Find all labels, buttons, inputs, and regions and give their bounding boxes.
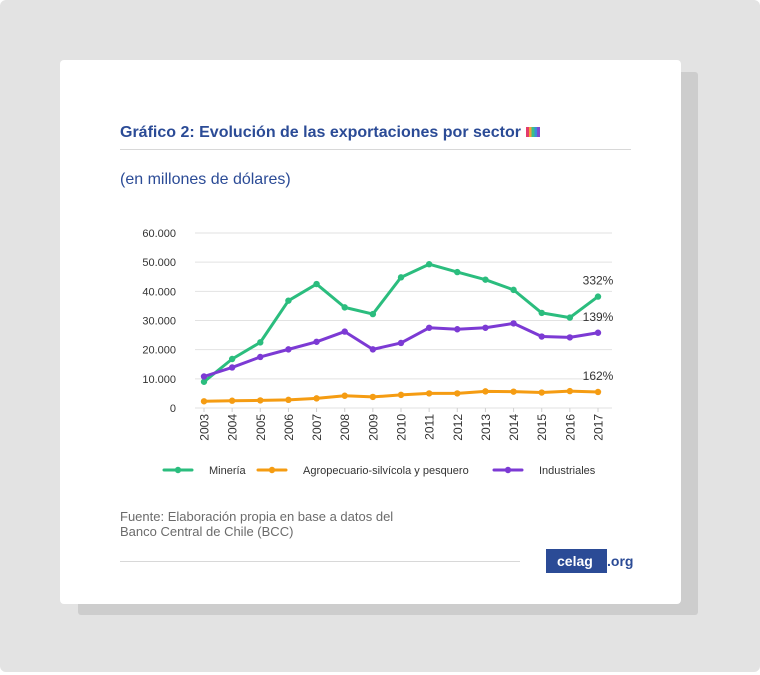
y-axis-ticks: 0 10.000 20.000 30.000 40.000 50.000 60.000 [142,228,176,415]
rainbow-flag-icon [526,126,541,137]
chart-series [200,261,602,405]
footer-divider [120,561,520,562]
data-point [313,395,320,402]
celag-logo: celag .org [546,549,633,573]
data-point [397,274,405,281]
data-point [594,388,602,396]
x-tick-label: 2009 [366,414,380,441]
data-point [538,309,545,317]
data-point [200,373,208,380]
x-tick-label: 2017 [592,414,606,441]
source-note: Fuente: Elaboración propia en base a dat… [120,509,460,539]
source-line-1: Fuente: Elaboración propia en base a dat… [120,509,394,524]
data-point [257,339,264,346]
data-point [425,324,433,331]
data-point [397,391,405,399]
legend-swatch-marker [174,466,182,474]
data-point [285,346,292,353]
x-tick-label: 2004 [226,414,240,441]
x-tick-label: 2010 [395,414,409,441]
data-point [594,293,602,300]
x-tick-label: 2016 [563,414,577,441]
data-point [257,397,264,404]
legend-label: Minería [209,465,247,477]
x-tick-label: 2007 [310,414,324,441]
series-end-label: 162% [583,369,614,383]
data-point [313,338,320,345]
data-point [510,388,517,395]
data-point [482,324,489,331]
y-tick-label: 20.000 [142,345,176,357]
data-point [566,334,574,341]
x-tick-label: 2008 [338,414,352,441]
brand-tld: .org [607,553,634,569]
x-tick-label: 2013 [479,414,493,441]
data-point [285,297,292,304]
y-tick-label: 60.000 [142,228,176,240]
legend-swatch-marker [504,466,512,474]
data-point [538,389,545,396]
legend-label: Industriales [539,465,596,477]
y-tick-label: 40.000 [142,286,176,298]
source-line-2: Banco Central de Chile (BCC) [120,524,294,539]
data-point [594,329,602,336]
x-tick-label: 2003 [198,414,212,441]
series-end-label: 332% [583,274,614,288]
data-point [425,390,433,397]
legend-swatch-marker [268,466,276,474]
data-point [538,333,545,340]
x-tick-label: 2005 [254,414,268,441]
data-point [228,364,236,371]
data-point [341,304,348,311]
chart-card [60,60,681,604]
data-point [257,353,264,361]
data-point [369,310,377,318]
data-point [313,280,320,288]
x-axis-ticks: 2003 2004 2005 2006 2007 2008 2009 2010 2011 2012… [198,408,606,441]
data-point [200,398,208,405]
chart-title: Gráfico 2: Evolución de las exportacione… [120,124,541,142]
x-tick-label: 2011 [423,414,437,440]
brand-name: celag [546,549,607,573]
chart-title-text: Gráfico 2: Evolución de las exportacione… [120,124,522,141]
data-point [341,392,348,399]
x-tick-label: 2014 [507,414,521,441]
data-point [200,378,208,385]
data-point [369,393,377,401]
chart-legend: Minería Agropecuario-silvícola y pesquero… [162,465,596,477]
y-tick-label: 30.000 [142,316,176,328]
data-point [425,261,433,268]
y-tick-label: 50.000 [142,257,176,269]
data-point [369,346,377,353]
y-tick-label: 0 [170,403,176,415]
series-end-labels: 332% 162% 139% [583,274,614,383]
data-point [510,320,517,327]
data-point [454,390,461,397]
x-tick-label: 2006 [282,414,296,441]
series-end-label: 139% [583,310,614,324]
data-point [454,268,461,276]
x-tick-label: 2012 [451,414,465,441]
data-point [566,314,574,321]
data-point [285,396,292,404]
x-tick-label: 2015 [535,414,549,441]
y-tick-label: 10.000 [142,374,176,386]
chart-subtitle: (en millones de dólares) [120,171,291,188]
chart-grid [195,232,612,409]
data-point [397,339,405,347]
data-point [228,355,236,363]
data-point [482,388,489,395]
data-point [228,397,236,404]
data-point [341,328,348,335]
data-point [482,276,489,283]
series-line [202,262,600,384]
data-point [510,286,517,294]
data-point [454,326,461,333]
title-divider [120,149,631,150]
legend-label: Agropecuario-silvícola y pesquero [303,465,469,477]
data-point [566,387,574,395]
